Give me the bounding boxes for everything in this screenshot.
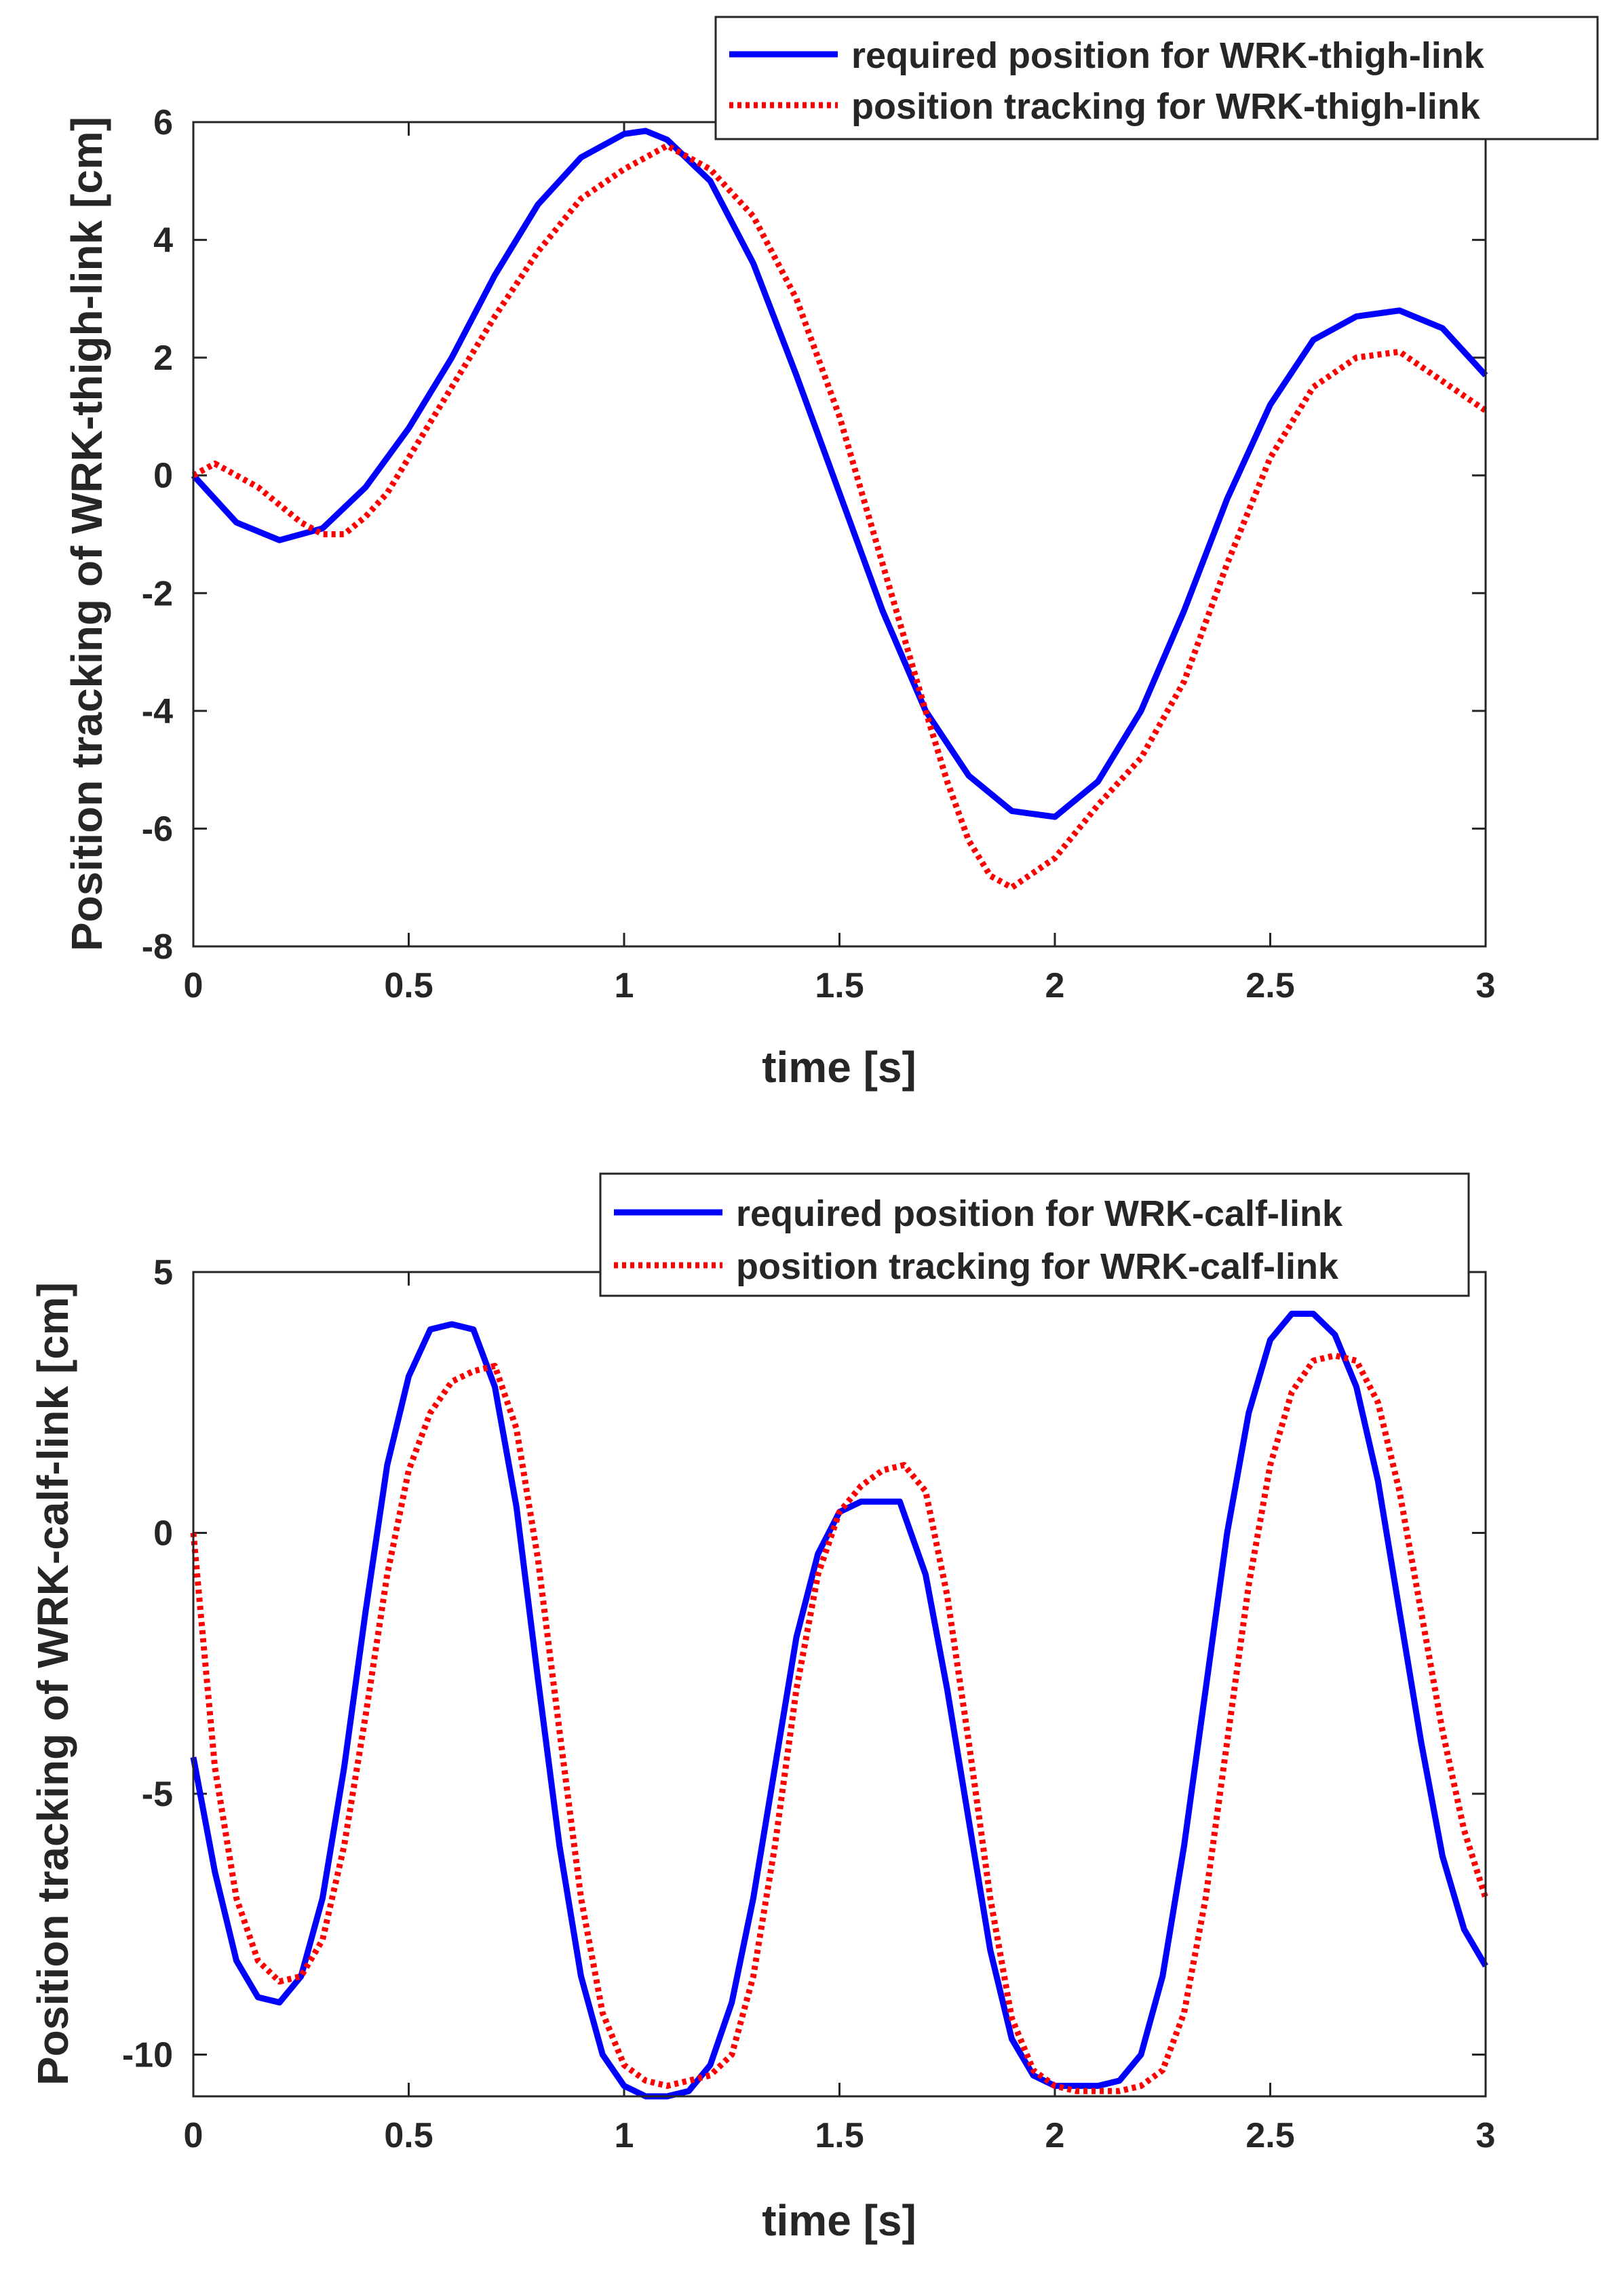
x-tick-label: 0 [184, 2116, 204, 2155]
x-tick-labels: 0 0.5 1 1.5 2 2.5 3 [184, 2116, 1496, 2155]
y-tick-label: 0 [153, 1514, 173, 1553]
x-axis-label: time [s] [762, 1043, 916, 1092]
x-tick-label: 0.5 [384, 2116, 433, 2155]
y-tick-label: -8 [142, 927, 173, 967]
y-tick-label: -5 [142, 1775, 173, 1814]
y-tick-label: 5 [153, 1253, 173, 1292]
y-tick-label: -10 [122, 2035, 173, 2075]
legend[interactable]: required position for WRK-thigh-link pos… [714, 16, 1599, 140]
y-tick-label: 4 [153, 221, 173, 261]
x-tick-label: 3 [1476, 966, 1496, 1005]
calf-link-chart: 0 0.5 1 1.5 2 2.5 3 -10 -5 0 5 time [s] Position … [28, 1172, 1496, 2245]
x-tick-label: 1.5 [815, 966, 864, 1005]
y-tick-label: -4 [142, 692, 173, 731]
legend[interactable]: required position for WRK-calf-link posi… [599, 1172, 1470, 1297]
y-tick-label: -6 [142, 809, 173, 849]
y-tick-label: 6 [153, 103, 173, 142]
x-tick-label: 2.5 [1245, 2116, 1294, 2155]
plot-area [193, 122, 1486, 946]
thigh-link-chart: 0 0.5 1 1.5 2 2.5 3 -8 -6 -4 -2 0 2 4 6 time [s] Posi… [62, 16, 1599, 1092]
x-tick-label: 2 [1045, 2116, 1065, 2155]
legend-label-required: required position for WRK-thigh-link [851, 35, 1485, 76]
y-axis-label: Position tracking of WRK-calf-link [cm] [28, 1282, 77, 2085]
legend-label-tracking: position tracking for WRK-thigh-link [851, 86, 1481, 127]
legend-label-required: required position for WRK-calf-link [736, 1193, 1343, 1234]
y-tick-label: -2 [142, 574, 173, 613]
x-tick-labels: 0 0.5 1 1.5 2 2.5 3 [184, 966, 1496, 1005]
y-tick-labels: -8 -6 -4 -2 0 2 4 6 [142, 103, 173, 967]
y-tick-label: 2 [153, 339, 173, 378]
legend-box [714, 16, 1599, 140]
x-axis-label: time [s] [762, 2196, 916, 2245]
y-tick-label: 0 [153, 457, 173, 496]
legend-label-tracking: position tracking for WRK-calf-link [736, 1246, 1339, 1287]
x-tick-label: 1.5 [815, 2116, 864, 2155]
series-group [191, 128, 1488, 891]
legend-box [599, 1172, 1470, 1297]
x-tick-label: 0 [184, 966, 204, 1005]
series-line-tracking [191, 142, 1488, 891]
plot-area [193, 1272, 1486, 2096]
series-line-tracking [190, 1352, 1489, 2094]
series-group [190, 1311, 1489, 2100]
x-tick-label: 3 [1476, 2116, 1496, 2155]
x-tick-label: 1 [615, 2116, 634, 2155]
y-tick-labels: -10 -5 0 5 [122, 1253, 173, 2075]
x-tick-label: 0.5 [384, 966, 433, 1005]
x-tick-label: 2 [1045, 966, 1065, 1005]
series-line-required [191, 128, 1488, 820]
x-tick-label: 2.5 [1245, 966, 1294, 1005]
y-axis-label: Position tracking of WRK-thigh-link [cm] [62, 117, 111, 951]
x-tick-label: 1 [615, 966, 634, 1005]
